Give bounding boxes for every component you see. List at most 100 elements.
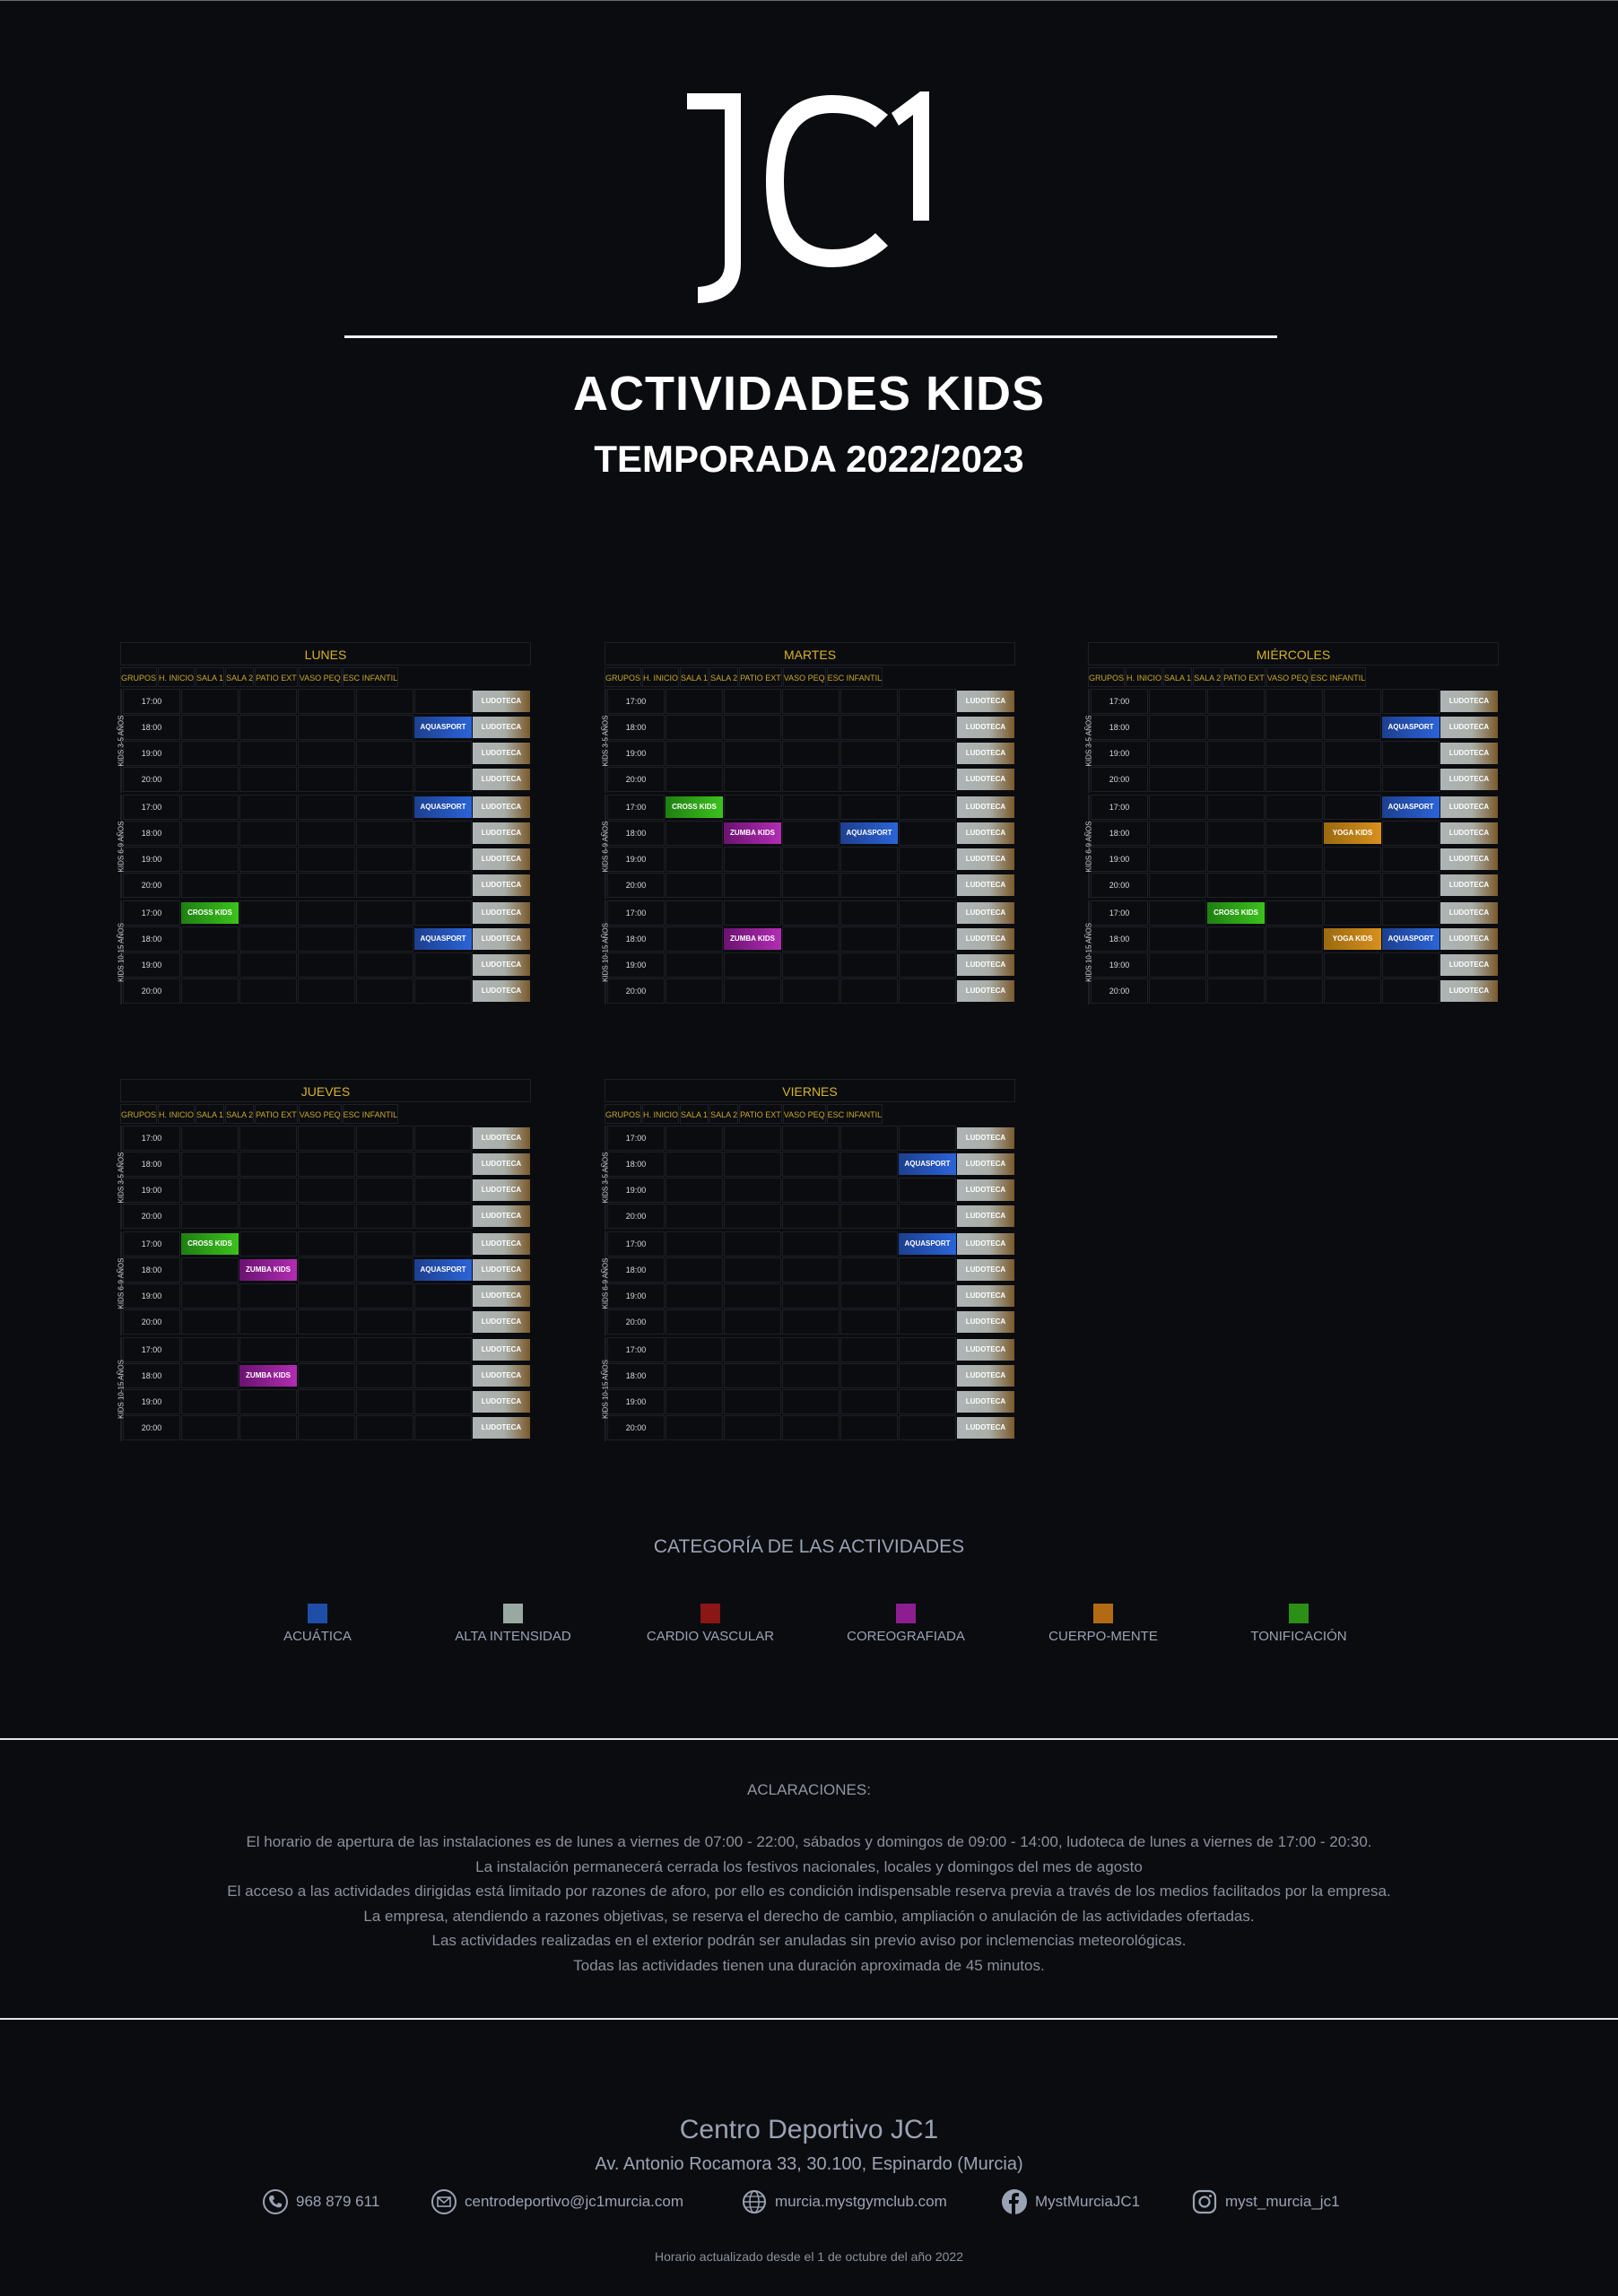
ludoteca-cell[interactable]: LUDOTECA [957, 1179, 1014, 1201]
contact-facebook[interactable]: MystMurciaJC1 [1001, 2188, 1140, 2215]
activity-cell[interactable]: ZUMBA KIDS [724, 928, 781, 950]
activity-cell[interactable]: AQUASPORT [414, 796, 472, 818]
contact-instagram[interactable]: myst_murcia_jc1 [1191, 2188, 1340, 2215]
ludoteca-cell[interactable]: LUDOTECA [957, 769, 1014, 790]
ludoteca-cell[interactable]: LUDOTECA [957, 1127, 1014, 1149]
ludoteca-cell[interactable]: LUDOTECA [1440, 848, 1498, 870]
ludoteca-cell[interactable]: LUDOTECA [473, 848, 530, 870]
ludoteca-cell[interactable]: LUDOTECA [1440, 874, 1498, 896]
ludoteca-cell[interactable]: LUDOTECA [957, 1417, 1014, 1439]
empty-cell [665, 1178, 723, 1203]
ludoteca-cell[interactable]: LUDOTECA [473, 1311, 530, 1333]
contact-email[interactable]: centrodeportivo@jc1murcia.com [431, 2188, 683, 2215]
ludoteca-cell[interactable]: LUDOTECA [473, 822, 530, 844]
contact-phone[interactable]: 968 879 611 [262, 2188, 379, 2215]
ludoteca-cell[interactable]: LUDOTECA [1440, 980, 1498, 1002]
time-cell: 20:00 [607, 1204, 665, 1229]
empty-cell [1324, 978, 1381, 1004]
activity-cell[interactable]: CROSS KIDS [665, 796, 723, 818]
group-label-text: KIDS 3-5 AÑOS [117, 1152, 126, 1204]
ludoteca-cell[interactable]: LUDOTECA [957, 1233, 1014, 1255]
ludoteca-cell[interactable]: LUDOTECA [1440, 822, 1498, 844]
activity-cell[interactable]: AQUASPORT [1382, 717, 1440, 738]
ludoteca-cell[interactable]: LUDOTECA [957, 743, 1014, 764]
ludoteca-cell[interactable]: LUDOTECA [473, 980, 530, 1002]
ludoteca-cell[interactable]: LUDOTECA [957, 1285, 1014, 1307]
ludoteca-cell[interactable]: LUDOTECA [473, 1417, 530, 1439]
ludoteca-cell[interactable]: LUDOTECA [957, 691, 1014, 712]
ludoteca-cell[interactable]: LUDOTECA [1440, 928, 1498, 950]
time-cell: 19:00 [123, 741, 180, 766]
ludoteca-cell[interactable]: LUDOTECA [957, 796, 1014, 818]
ludoteca-cell[interactable]: LUDOTECA [957, 1391, 1014, 1413]
ludoteca-cell[interactable]: LUDOTECA [1440, 769, 1498, 790]
activity-cell[interactable]: ZUMBA KIDS [724, 822, 781, 844]
ludoteca-cell[interactable]: LUDOTECA [1440, 691, 1498, 712]
ludoteca-cell[interactable]: LUDOTECA [473, 1339, 530, 1361]
time-cell: 18:00 [607, 926, 665, 952]
ludoteca-cell[interactable]: LUDOTECA [473, 1233, 530, 1255]
time-cell: 20:00 [607, 873, 665, 898]
activity-cell[interactable]: AQUASPORT [840, 822, 898, 844]
ludoteca-cell[interactable]: LUDOTECA [957, 822, 1014, 844]
ludoteca-cell[interactable]: LUDOTECA [473, 902, 530, 924]
ludoteca-cell[interactable]: LUDOTECA [1440, 902, 1498, 924]
empty-cell [899, 767, 956, 792]
activity-cell[interactable]: CROSS KIDS [1207, 902, 1265, 924]
time-cell: 20:00 [123, 978, 180, 1004]
activity-cell[interactable]: ZUMBA KIDS [239, 1365, 297, 1387]
ludoteca-cell[interactable]: LUDOTECA [473, 691, 530, 712]
activity-cell[interactable]: ZUMBA KIDS [239, 1259, 297, 1281]
empty-cell [239, 741, 297, 766]
activity-cell[interactable]: AQUASPORT [1382, 796, 1440, 818]
contact-web[interactable]: murcia.mystgymclub.com [741, 2188, 947, 2215]
ludoteca-cell[interactable]: LUDOTECA [957, 848, 1014, 870]
ludoteca-cell[interactable]: LUDOTECA [473, 1179, 530, 1201]
ludoteca-cell[interactable]: LUDOTECA [473, 874, 530, 896]
ludoteca-cell[interactable]: LUDOTECA [473, 1391, 530, 1413]
ludoteca-cell[interactable]: LUDOTECA [473, 954, 530, 976]
ludoteca-cell[interactable]: LUDOTECA [957, 1205, 1014, 1227]
activity-cell[interactable]: AQUASPORT [414, 717, 472, 738]
activity-cell[interactable]: AQUASPORT [899, 1233, 956, 1255]
activity-cell[interactable]: AQUASPORT [1382, 928, 1440, 950]
ludoteca-cell[interactable]: LUDOTECA [473, 1259, 530, 1281]
activity-cell[interactable]: AQUASPORT [899, 1153, 956, 1175]
ludoteca-cell[interactable]: LUDOTECA [957, 1365, 1014, 1387]
time-cell: 20:00 [123, 1309, 180, 1335]
ludoteca-cell[interactable]: LUDOTECA [473, 769, 530, 790]
ludoteca-cell[interactable]: LUDOTECA [473, 1205, 530, 1227]
activity-cell[interactable]: AQUASPORT [414, 928, 472, 950]
ludoteca-cell[interactable]: LUDOTECA [957, 980, 1014, 1002]
ludoteca-cell[interactable]: LUDOTECA [1440, 717, 1498, 738]
ludoteca-cell[interactable]: LUDOTECA [957, 1259, 1014, 1281]
legend-label: COREOGRAFIADA [847, 1629, 965, 1644]
activity-cell[interactable]: YOGA KIDS [1324, 822, 1381, 844]
activity-cell[interactable]: CROSS KIDS [181, 902, 239, 924]
empty-cell [665, 1363, 723, 1388]
ludoteca-cell[interactable]: LUDOTECA [473, 717, 530, 738]
ludoteca-cell[interactable]: LUDOTECA [473, 1285, 530, 1307]
ludoteca-cell[interactable]: LUDOTECA [1440, 954, 1498, 976]
ludoteca-cell[interactable]: LUDOTECA [473, 743, 530, 764]
aclaracion-line: El acceso a las actividades dirigidas es… [227, 1883, 1391, 1900]
ludoteca-cell[interactable]: LUDOTECA [957, 902, 1014, 924]
ludoteca-cell[interactable]: LUDOTECA [473, 928, 530, 950]
activity-cell[interactable]: AQUASPORT [414, 1259, 472, 1281]
empty-cell [1207, 821, 1265, 846]
ludoteca-cell[interactable]: LUDOTECA [957, 717, 1014, 738]
ludoteca-cell[interactable]: LUDOTECA [957, 928, 1014, 950]
ludoteca-cell[interactable]: LUDOTECA [473, 1127, 530, 1149]
ludoteca-cell[interactable]: LUDOTECA [957, 1339, 1014, 1361]
ludoteca-cell[interactable]: LUDOTECA [1440, 743, 1498, 764]
ludoteca-cell[interactable]: LUDOTECA [957, 1153, 1014, 1175]
activity-cell[interactable]: CROSS KIDS [181, 1233, 239, 1255]
ludoteca-cell[interactable]: LUDOTECA [473, 1365, 530, 1387]
ludoteca-cell[interactable]: LUDOTECA [957, 1311, 1014, 1333]
ludoteca-cell[interactable]: LUDOTECA [957, 954, 1014, 976]
ludoteca-cell[interactable]: LUDOTECA [473, 796, 530, 818]
ludoteca-cell[interactable]: LUDOTECA [473, 1153, 530, 1175]
ludoteca-cell[interactable]: LUDOTECA [957, 874, 1014, 896]
activity-cell[interactable]: YOGA KIDS [1324, 928, 1381, 950]
ludoteca-cell[interactable]: LUDOTECA [1440, 796, 1498, 818]
